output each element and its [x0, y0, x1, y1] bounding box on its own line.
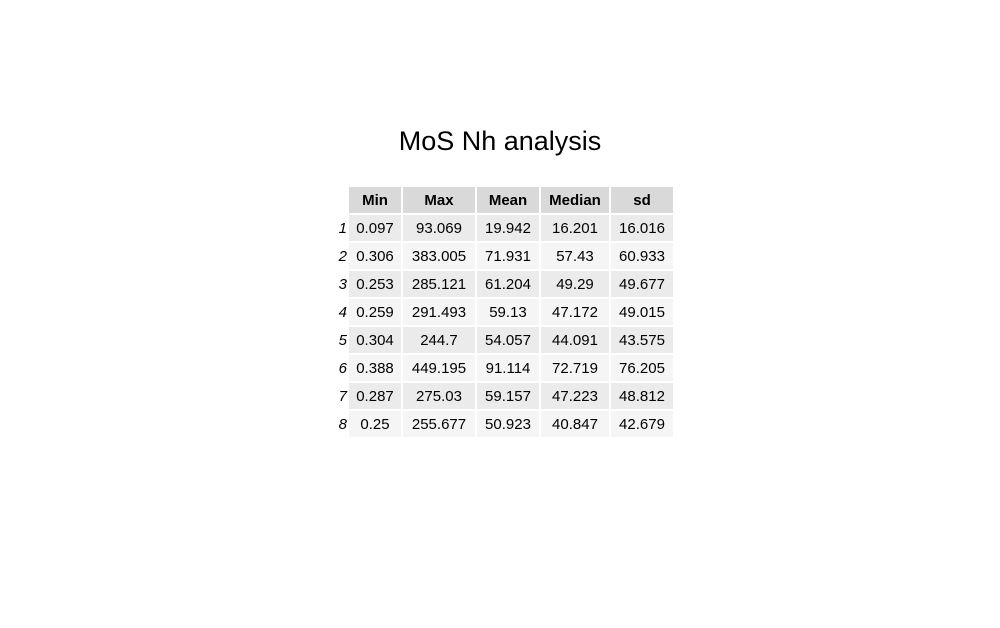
table-cell-mean: 59.13 — [477, 299, 539, 325]
table-cell-mean: 91.114 — [477, 355, 539, 381]
table-cell-mean: 71.931 — [477, 243, 539, 269]
table-cell-sd: 76.205 — [611, 355, 673, 381]
table-cell-max: 93.069 — [403, 215, 475, 241]
table-cell-sd: 42.679 — [611, 411, 673, 437]
table-cell-median: 49.29 — [541, 271, 609, 297]
column-header-max: Max — [403, 187, 475, 213]
table-row: 2 0.306 383.005 71.931 57.43 60.933 — [333, 243, 673, 269]
table-cell-sd: 43.575 — [611, 327, 673, 353]
table-cell-mean: 19.942 — [477, 215, 539, 241]
table-header-row: Min Max Mean Median sd — [333, 187, 673, 213]
table-cell-max: 291.493 — [403, 299, 475, 325]
table-cell-sd: 49.015 — [611, 299, 673, 325]
table-cell-median: 72.719 — [541, 355, 609, 381]
table-cell-mean: 54.057 — [477, 327, 539, 353]
table-cell-median: 44.091 — [541, 327, 609, 353]
table-cell-sd: 60.933 — [611, 243, 673, 269]
table-cell-median: 47.172 — [541, 299, 609, 325]
table-cell-min: 0.306 — [349, 243, 401, 269]
table-cell-median: 40.847 — [541, 411, 609, 437]
table-cell-max: 255.677 — [403, 411, 475, 437]
row-name: 4 — [338, 303, 347, 321]
row-name: 7 — [338, 387, 347, 405]
table-cell-mean: 50.923 — [477, 411, 539, 437]
table-cell-min: 0.304 — [349, 327, 401, 353]
table-cell-min: 0.287 — [349, 383, 401, 409]
table-cell-min: 0.097 — [349, 215, 401, 241]
column-header-sd: sd — [611, 187, 673, 213]
table-cell-max: 244.7 — [403, 327, 475, 353]
table-cell-sd: 49.677 — [611, 271, 673, 297]
table-cell-median: 57.43 — [541, 243, 609, 269]
table-cell-min: 0.25 — [349, 411, 401, 437]
table-row: 7 0.287 275.03 59.157 47.223 48.812 — [333, 383, 673, 409]
table-cell-min: 0.259 — [349, 299, 401, 325]
table-cell-min: 0.388 — [349, 355, 401, 381]
table-body: 1 0.097 93.069 19.942 16.201 16.016 2 0.306 383.… — [333, 215, 673, 437]
column-header-mean: Mean — [477, 187, 539, 213]
table-row: 5 0.304 244.7 54.057 44.091 43.575 — [333, 327, 673, 353]
table-cell-sd: 48.812 — [611, 383, 673, 409]
table-row: 4 0.259 291.493 59.13 47.172 49.015 — [333, 299, 673, 325]
row-name: 3 — [338, 275, 347, 293]
table-cell-min: 0.253 — [349, 271, 401, 297]
table-cell-max: 449.195 — [403, 355, 475, 381]
table-corner-cell — [333, 187, 347, 213]
column-header-median: Median — [541, 187, 609, 213]
table-row: 3 0.253 285.121 61.204 49.29 49.677 — [333, 271, 673, 297]
table-cell-max: 383.005 — [403, 243, 475, 269]
table-cell-median: 47.223 — [541, 383, 609, 409]
column-header-min: Min — [349, 187, 401, 213]
table-row: 8 0.25 255.677 50.923 40.847 42.679 — [333, 411, 673, 437]
row-name: 5 — [338, 331, 347, 349]
table-row: 1 0.097 93.069 19.942 16.201 16.016 — [333, 215, 673, 241]
chart-title: MoS Nh analysis — [398, 126, 602, 156]
row-name: 8 — [338, 415, 347, 433]
stats-table: Min Max Mean Median sd 1 0.097 93.069 19.94… — [331, 185, 675, 439]
table-cell-median: 16.201 — [541, 215, 609, 241]
row-name: 2 — [338, 247, 347, 265]
table-cell-mean: 61.204 — [477, 271, 539, 297]
row-name: 1 — [338, 219, 347, 237]
table-cell-max: 275.03 — [403, 383, 475, 409]
table-cell-mean: 59.157 — [477, 383, 539, 409]
table-cell-max: 285.121 — [403, 271, 475, 297]
row-name: 6 — [338, 359, 347, 377]
stats-table-container: Min Max Mean Median sd 1 0.097 93.069 19.94… — [333, 187, 673, 437]
table-cell-sd: 16.016 — [611, 215, 673, 241]
table-row: 6 0.388 449.195 91.114 72.719 76.205 — [333, 355, 673, 381]
